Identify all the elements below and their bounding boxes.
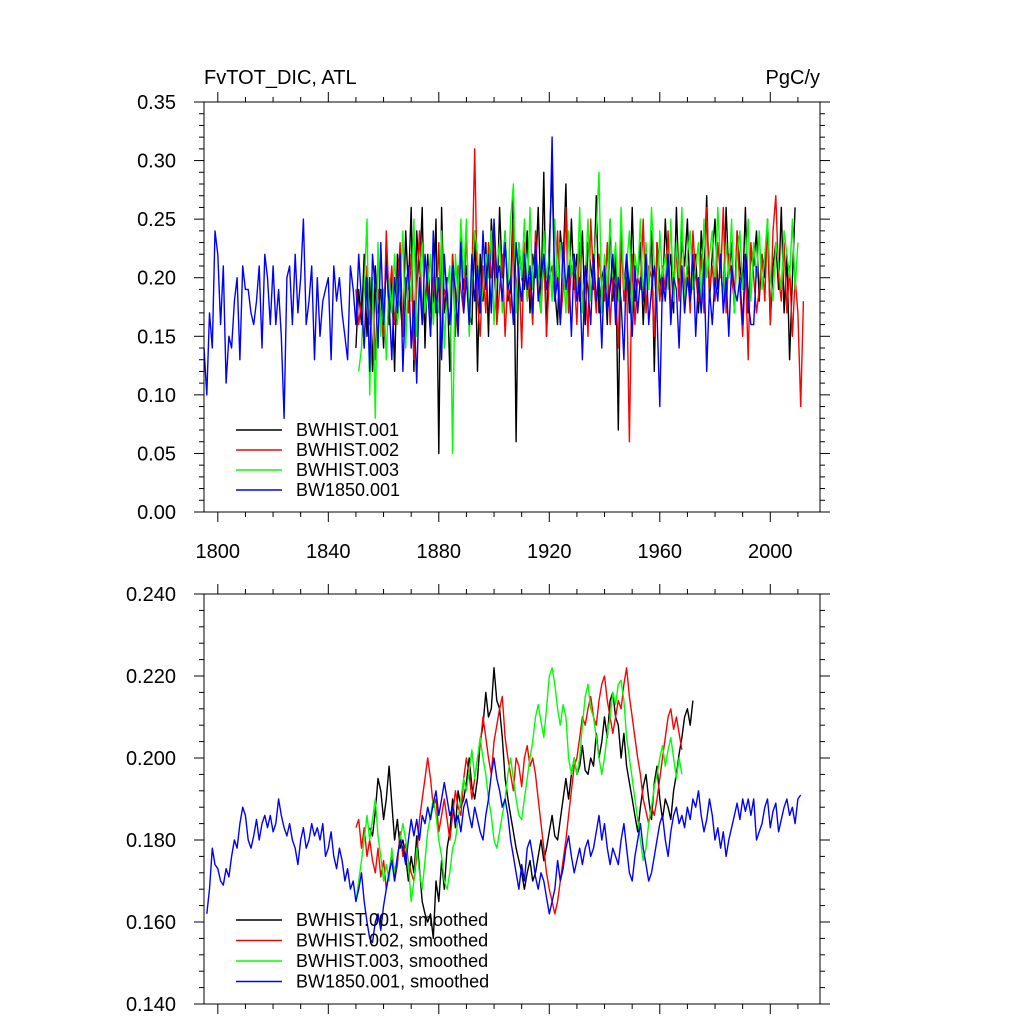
x-tick-label: 1920 (527, 541, 572, 563)
y-tick-label: 0.140 (126, 994, 176, 1016)
series-line-bw1850-001 (203, 136, 758, 419)
legend-label: BWHIST.001, smoothed (296, 910, 488, 930)
x-tick-label: 1960 (638, 541, 683, 563)
units-label: PgC/y (766, 67, 820, 89)
x-tick-label: 2000 (748, 541, 793, 563)
y-tick-label: 0.35 (137, 92, 176, 114)
x-tick-label: 1840 (306, 541, 351, 563)
series-line-bwhist-001-smoothed (369, 667, 694, 940)
y-tick-label: 0.05 (137, 443, 176, 465)
chart-title: FvTOT_DIC, ATL (204, 67, 357, 89)
smoothed-series-lines (206, 667, 802, 944)
series-line-bwhist-002-smoothed (355, 667, 683, 915)
x-tick-label: 1800 (196, 541, 241, 563)
legend-label: BWHIST.001 (296, 420, 399, 440)
raw-series-lines (203, 136, 805, 455)
y-tick-label: 0.200 (126, 748, 176, 770)
y-tick-label: 0.20 (137, 268, 176, 290)
series-line-bwhist-003-smoothed (355, 667, 683, 903)
series-line-bw1850-001-smoothed (206, 757, 802, 944)
legend-label: BW1850.001, smoothed (296, 972, 489, 992)
y-tick-label: 0.220 (126, 666, 176, 688)
y-tick-label: 0.25 (137, 209, 176, 231)
legend-label: BWHIST.002 (296, 440, 399, 460)
legend-label: BWHIST.003 (296, 460, 399, 480)
smoothed-axis-ticks: 0.140 0.160 0.180 0.200 0.220 0.240 (126, 584, 830, 1016)
y-tick-label: 0.15 (137, 326, 176, 348)
x-tick-label: 1880 (417, 541, 462, 563)
raw-plot-frame (203, 101, 821, 513)
y-tick-label: 0.00 (137, 502, 176, 524)
series-line-bwhist-003 (358, 171, 799, 455)
y-tick-label: 0.240 (126, 584, 176, 606)
legend-label: BW1850.001 (296, 480, 400, 500)
y-tick-label: 0.180 (126, 830, 176, 852)
raw-axis-ticks: 1800 1840 1880 1920 1960 2000 0.00 0.05 0.10 0.15… (137, 92, 830, 563)
smoothed-plot-frame (203, 593, 821, 1005)
y-tick-label: 0.160 (126, 912, 176, 934)
legend-label: BWHIST.002, smoothed (296, 931, 488, 951)
raw-timeseries-panel: 1800 1840 1880 1920 1960 2000 0.00 0.05 0.10 0.15… (137, 92, 830, 563)
smoothed-timeseries-panel: 0.140 0.160 0.180 0.200 0.220 0.240 BWHIST.00… (126, 584, 830, 1016)
y-tick-label: 0.30 (137, 151, 176, 173)
legend-label: BWHIST.003, smoothed (296, 951, 488, 971)
y-tick-label: 0.10 (137, 385, 176, 407)
